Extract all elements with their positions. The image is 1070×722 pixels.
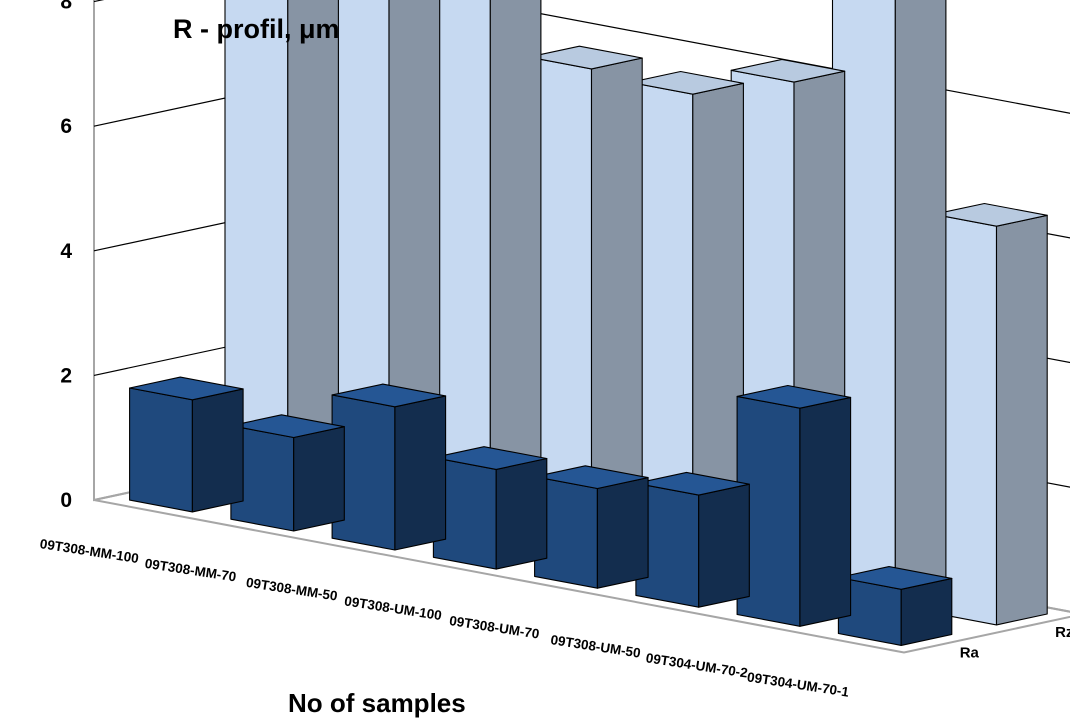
x-tick-label: 09T304-UM-70-2 [645,650,749,680]
y-tick-label: 8 [60,0,72,14]
bar-ra-8 [837,566,953,646]
bar-top-face [629,70,744,95]
bar-side-face [191,388,244,513]
bar-rz-1 [224,0,339,492]
x-axis-title: No of samples [288,688,466,718]
bar-side-face [894,0,947,607]
y-tick-label: 0 [60,489,72,512]
bar-side-face [394,395,447,551]
y-axis-ticks: 02468101214 [60,0,72,512]
bar-top-face [432,446,548,470]
x-tick-label: 09T308-UM-70 [448,613,540,642]
bar-top-face [528,45,643,70]
bar-top-face [933,202,1048,227]
bar-side-face [900,577,953,646]
x-tick-label: 09T304-UM-70-1 [746,669,850,699]
bar-top-face [129,376,244,401]
bar-ra-4 [432,446,548,570]
bar-front-face [129,387,193,513]
chart-title: R - profil, μm [173,14,340,44]
x-tick-label: 09T308-UM-100 [343,593,442,623]
series-label-ra: Ra [960,645,980,662]
bar-top-face [837,566,953,590]
bar-ra-7 [736,384,852,627]
bar-ra-1 [129,376,244,513]
series-axis-ticks: Ra Rz [960,624,1070,661]
bar-rz-5 [629,70,744,569]
bar-side-face [698,483,750,608]
bar-side-face [495,457,548,570]
x-tick-label: 09T308-UM-50 [550,632,642,661]
bar-side-face [293,426,345,532]
x-tick-label: 09T308-MM-50 [245,575,339,604]
bar-ra-6 [635,471,750,608]
bar-side-face [995,214,1048,626]
bar-ra-5 [534,465,649,589]
bar-top-face [331,383,447,408]
bar-side-face [799,396,852,627]
bar-top-face [736,384,852,409]
bar-ra-3 [331,383,447,551]
bar-top-face [230,414,345,439]
y-tick-label: 6 [60,115,72,138]
x-tick-label: 09T308-MM-70 [144,556,238,585]
series-ra-bars [129,376,953,646]
y-tick-label: 4 [60,240,72,263]
bar-ra-2 [230,414,345,532]
x-tick-label: 09T308-MM-100 [39,536,140,566]
bar-top-face [730,58,846,83]
series-label-rz: Rz [1055,624,1070,641]
bar-top-face [534,465,649,490]
bar-rz-4 [528,45,643,550]
bar-rz-8 [933,202,1048,626]
bar-top-face [635,471,750,496]
bar-side-face [596,477,649,589]
y-tick-label: 2 [60,364,72,387]
